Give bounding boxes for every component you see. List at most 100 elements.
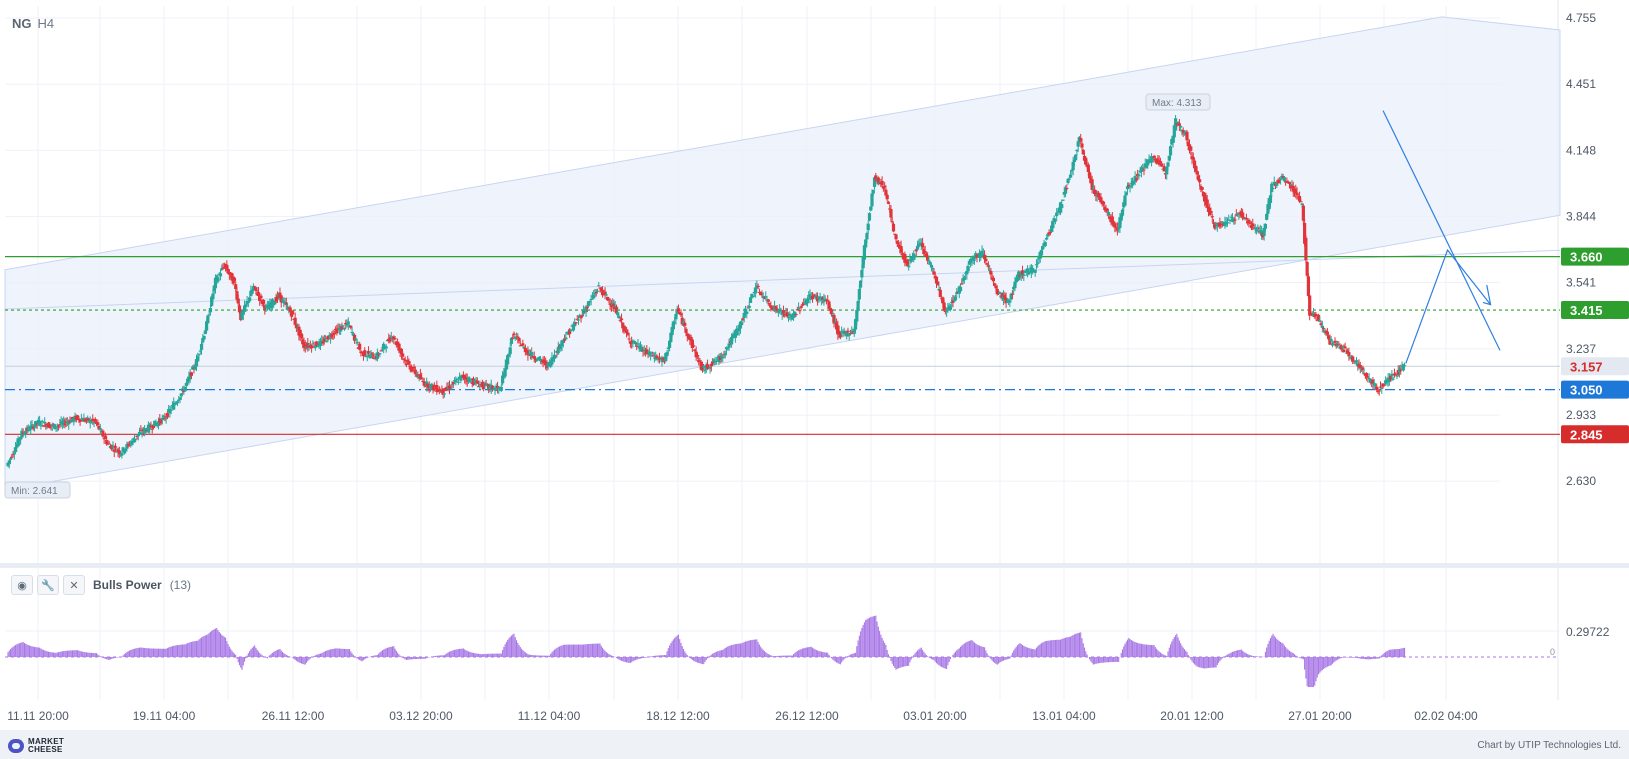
candle-body bbox=[354, 338, 358, 340]
candle-body bbox=[1380, 387, 1384, 389]
candle-body bbox=[969, 259, 973, 263]
candle-body bbox=[1191, 157, 1195, 160]
candle-body bbox=[1353, 361, 1357, 363]
candle-body bbox=[731, 334, 735, 339]
candle-body bbox=[1041, 246, 1045, 250]
candle-body bbox=[1263, 223, 1268, 229]
candle-body bbox=[121, 447, 125, 452]
candle-body bbox=[840, 331, 844, 333]
candle-body bbox=[1267, 197, 1271, 210]
candle-body bbox=[848, 333, 853, 335]
candle-body bbox=[594, 292, 598, 294]
candle-body bbox=[1329, 339, 1333, 342]
candle-body bbox=[132, 438, 137, 443]
candle-body bbox=[1396, 370, 1400, 375]
candle-body bbox=[1167, 155, 1171, 161]
candle-body bbox=[788, 313, 792, 317]
annotations: Max: 4.313 Min: 2.641 bbox=[4, 93, 1211, 499]
candle-body bbox=[370, 352, 374, 354]
candle-body bbox=[1361, 367, 1365, 370]
candle-body bbox=[363, 350, 367, 356]
candle-body bbox=[316, 346, 320, 348]
price-chart[interactable]: Max: 4.313 Min: 2.641 4.755 4.451 4.148 3.84… bbox=[0, 0, 1629, 730]
candle-body bbox=[13, 447, 18, 453]
candle-body bbox=[680, 317, 684, 325]
candle-body bbox=[437, 388, 441, 392]
candle-body bbox=[751, 295, 755, 297]
candle-body bbox=[1066, 178, 1070, 183]
candle-body bbox=[880, 180, 884, 186]
level-tag-label: 3.415 bbox=[1570, 303, 1603, 318]
candle-body bbox=[564, 337, 568, 340]
candle-body bbox=[1055, 212, 1059, 217]
candle-body bbox=[762, 297, 767, 299]
candle-body bbox=[401, 353, 405, 357]
candle-body bbox=[326, 335, 330, 340]
candle-body bbox=[1395, 375, 1399, 377]
close-icon[interactable]: ✕ bbox=[63, 575, 85, 595]
candle-body bbox=[1309, 312, 1313, 314]
candle-body bbox=[1029, 267, 1033, 273]
indicator-name: Bulls Power bbox=[93, 578, 162, 592]
candle-body bbox=[602, 289, 606, 291]
candle-body bbox=[1233, 219, 1237, 221]
candle-body bbox=[35, 423, 39, 425]
candle-body bbox=[1043, 242, 1047, 247]
candle-body bbox=[377, 353, 381, 355]
candle-body bbox=[589, 298, 593, 300]
candle-body bbox=[860, 270, 864, 278]
current-price-tag-label: 3.157 bbox=[1570, 359, 1603, 374]
candle-body bbox=[1348, 356, 1352, 358]
candle-body bbox=[649, 354, 653, 356]
candle-body bbox=[742, 312, 746, 318]
x-tick-label: 20.01 12:00 bbox=[1160, 709, 1224, 723]
candle-body bbox=[1012, 287, 1016, 290]
candle-body bbox=[1172, 125, 1176, 138]
candle-body bbox=[972, 259, 977, 261]
candle-body bbox=[229, 272, 233, 274]
pane-separator[interactable] bbox=[0, 563, 1629, 568]
candle-body bbox=[776, 310, 780, 313]
candle-body bbox=[1103, 206, 1107, 211]
eye-icon[interactable]: ◉ bbox=[11, 575, 33, 595]
candle-body bbox=[1367, 377, 1371, 379]
y-tick-label: 4.755 bbox=[1566, 11, 1596, 25]
candle-body bbox=[322, 338, 326, 342]
candle-body bbox=[74, 416, 78, 421]
candle-body bbox=[903, 253, 907, 263]
candle-body bbox=[1075, 149, 1079, 152]
candle-body bbox=[159, 419, 163, 424]
candle-body bbox=[713, 361, 717, 363]
candle-body bbox=[431, 385, 435, 390]
candle-body bbox=[850, 330, 854, 333]
candle-body bbox=[16, 438, 20, 447]
candle-body bbox=[1156, 158, 1160, 160]
candle-body bbox=[920, 243, 925, 248]
candle-body bbox=[1050, 225, 1054, 232]
candle-body bbox=[568, 329, 572, 334]
candle-body bbox=[1327, 335, 1331, 340]
candle-body bbox=[1281, 176, 1285, 178]
candle-body bbox=[846, 330, 850, 333]
wrench-icon[interactable]: 🔧 bbox=[37, 575, 59, 595]
candle-body bbox=[342, 328, 347, 330]
candle-body bbox=[199, 343, 204, 350]
candle-body bbox=[1047, 232, 1051, 235]
candle-body bbox=[624, 329, 629, 334]
candle-body bbox=[1194, 165, 1198, 172]
y-tick-label: 2.630 bbox=[1566, 474, 1596, 488]
candle-body bbox=[838, 333, 842, 338]
candle-body bbox=[537, 356, 541, 360]
candle-body bbox=[855, 309, 859, 322]
candle-body bbox=[1008, 300, 1012, 303]
candle-body bbox=[1192, 160, 1197, 169]
candle-body bbox=[794, 314, 798, 316]
market-cheese-logo[interactable]: MARKET CHEESE bbox=[8, 738, 64, 754]
candle-body bbox=[857, 289, 861, 300]
candle-body bbox=[1354, 360, 1359, 362]
candle-body bbox=[569, 329, 573, 332]
candle-body bbox=[412, 366, 416, 369]
candle-body bbox=[1061, 199, 1065, 201]
logo-line2: CHEESE bbox=[28, 745, 63, 754]
candle-body bbox=[642, 349, 646, 352]
